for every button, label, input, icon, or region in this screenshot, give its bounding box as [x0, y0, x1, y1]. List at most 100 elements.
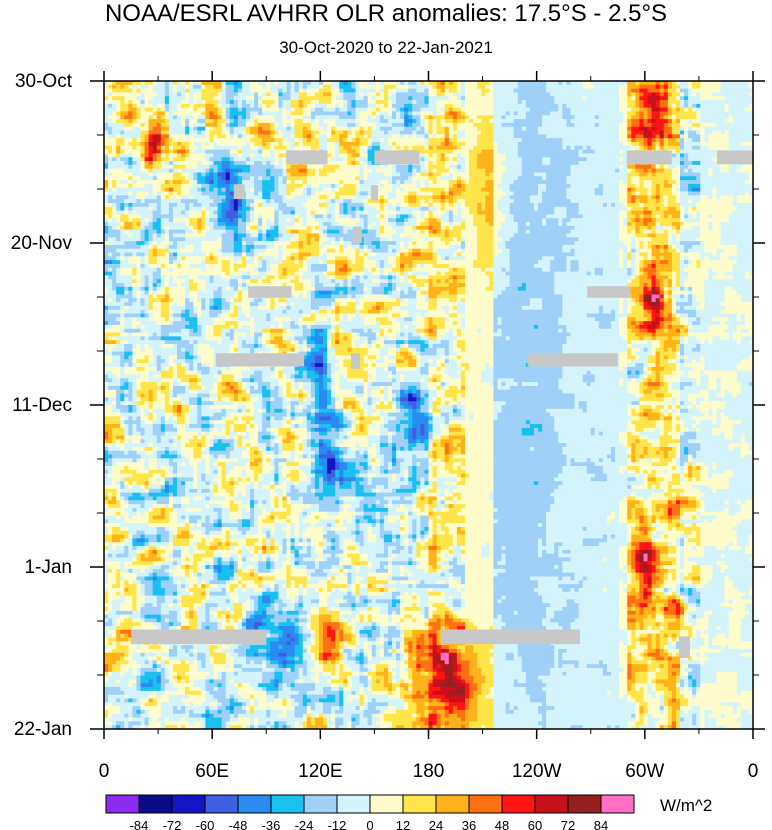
field-cell — [745, 96, 750, 100]
field-cell — [128, 157, 133, 161]
field-cell — [518, 89, 523, 93]
field-cell — [181, 142, 186, 146]
field-cell — [465, 115, 470, 119]
field-cell — [737, 92, 742, 96]
field-cell — [136, 104, 141, 108]
field-cell — [570, 127, 575, 131]
field-cell — [591, 150, 596, 154]
field-cell — [712, 100, 717, 104]
field-cell — [214, 96, 219, 100]
field-cell — [136, 127, 141, 131]
field-cell — [262, 195, 267, 199]
field-cell — [445, 150, 450, 154]
field-cell — [562, 134, 567, 138]
field-cell — [136, 131, 141, 135]
field-cell — [453, 100, 458, 104]
field-cell — [209, 142, 214, 146]
field-cell — [193, 123, 198, 127]
field-cell — [238, 89, 243, 93]
field-cell — [595, 165, 600, 169]
field-cell — [291, 111, 296, 115]
field-cell — [197, 161, 202, 165]
field-cell — [347, 119, 352, 123]
field-cell — [502, 157, 507, 161]
field-cell — [331, 161, 336, 165]
field-cell — [360, 153, 365, 157]
field-cell — [489, 142, 494, 146]
field-cell — [688, 153, 693, 157]
field-cell — [124, 108, 129, 112]
field-cell — [347, 161, 352, 165]
field-cell — [485, 138, 490, 142]
field-cell — [169, 115, 174, 119]
field-cell — [660, 131, 665, 135]
field-cell — [534, 169, 539, 173]
field-cell — [660, 192, 665, 196]
field-cell — [429, 157, 434, 161]
field-cell — [161, 108, 166, 112]
field-cell — [465, 127, 470, 131]
field-cell — [274, 172, 279, 176]
field-cell — [583, 142, 588, 146]
field-cell — [595, 146, 600, 150]
field-cell — [712, 119, 717, 123]
field-cell — [497, 180, 502, 184]
field-cell — [420, 85, 425, 89]
field-cell — [465, 161, 470, 165]
field-cell — [587, 131, 592, 135]
field-cell — [145, 180, 150, 184]
field-cell — [189, 150, 194, 154]
field-cell — [514, 127, 519, 131]
field-cell — [392, 195, 397, 199]
field-cell — [323, 165, 328, 169]
field-cell — [218, 150, 223, 154]
field-cell — [408, 134, 413, 138]
field-cell — [339, 100, 344, 104]
field-cell — [570, 108, 575, 112]
field-cell — [708, 146, 713, 150]
field-cell — [692, 96, 697, 100]
field-cell — [497, 142, 502, 146]
field-cell — [120, 85, 125, 89]
field-cell — [449, 150, 454, 154]
field-cell — [627, 172, 632, 176]
field-cell — [116, 131, 121, 135]
field-cell — [230, 142, 235, 146]
field-cell — [412, 85, 417, 89]
field-cell — [493, 92, 498, 96]
field-cell — [745, 142, 750, 146]
field-cell — [481, 85, 486, 89]
field-cell — [643, 96, 648, 100]
field-cell — [278, 157, 283, 161]
field-cell — [149, 199, 154, 203]
field-cell — [136, 153, 141, 157]
field-cell — [181, 138, 186, 142]
field-cell — [502, 100, 507, 104]
field-cell — [514, 104, 519, 108]
field-cell — [477, 165, 482, 169]
field-cell — [124, 192, 129, 196]
field-cell — [424, 176, 429, 180]
field-cell — [587, 180, 592, 184]
field-cell — [315, 142, 320, 146]
field-cell — [712, 104, 717, 108]
field-cell — [514, 180, 519, 184]
field-cell — [376, 169, 381, 173]
field-cell — [287, 96, 292, 100]
field-cell — [246, 184, 251, 188]
field-cell — [376, 138, 381, 142]
field-cell — [343, 123, 348, 127]
field-cell — [128, 188, 133, 192]
field-cell — [372, 111, 377, 115]
field-cell — [546, 123, 551, 127]
field-cell — [465, 92, 470, 96]
field-cell — [648, 176, 653, 180]
field-cell — [120, 195, 125, 199]
field-cell — [635, 180, 640, 184]
field-cell — [258, 169, 263, 173]
field-cell — [562, 184, 567, 188]
field-cell — [680, 92, 685, 96]
field-cell — [729, 165, 734, 169]
field-cell — [157, 142, 162, 146]
field-cell — [433, 153, 438, 157]
